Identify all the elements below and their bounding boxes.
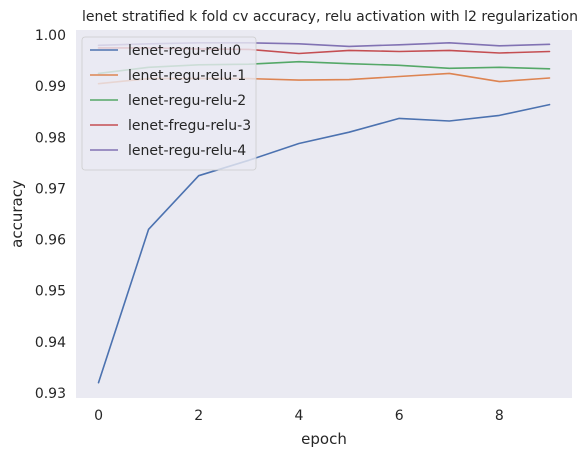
legend-item-label: lenet-regu-relu-4 [128, 143, 246, 159]
x-axis-label: epoch [301, 430, 347, 448]
y-axis-label: accuracy [8, 180, 26, 248]
y-tick-label: 0.94 [35, 335, 66, 351]
y-tick-label: 0.95 [35, 284, 66, 300]
legend-item-label: lenet-regu-relu-1 [128, 68, 246, 84]
y-tick-label: 0.93 [35, 386, 66, 402]
x-tick-label: 4 [294, 408, 303, 424]
x-axis-ticks: 0 2 4 6 8 [94, 408, 504, 424]
chart-title: lenet stratified k fold cv accuracy, rel… [82, 9, 578, 25]
y-tick-label: 0.97 [35, 181, 66, 197]
legend-item-label: lenet-fregu-relu-3 [128, 118, 251, 134]
x-tick-label: 0 [94, 408, 103, 424]
y-tick-label: 0.99 [35, 79, 66, 95]
legend-item-label: lenet-regu-relu0 [128, 43, 241, 59]
x-tick-label: 8 [495, 408, 504, 424]
y-tick-label: 1.00 [35, 28, 66, 44]
y-tick-label: 0.98 [35, 130, 66, 146]
y-tick-label: 0.96 [35, 233, 66, 249]
legend: lenet-regu-relu0 lenet-regu-relu-1 lenet-r… [81, 36, 257, 171]
x-tick-label: 2 [194, 408, 203, 424]
legend-item-label: lenet-regu-relu-2 [128, 93, 246, 109]
series-line-0 [97, 103, 551, 384]
y-axis-ticks: 0.93 0.94 0.95 0.96 0.97 0.98 0.99 1.00 [35, 28, 66, 402]
legend-box [81, 36, 257, 171]
x-tick-label: 6 [395, 408, 404, 424]
